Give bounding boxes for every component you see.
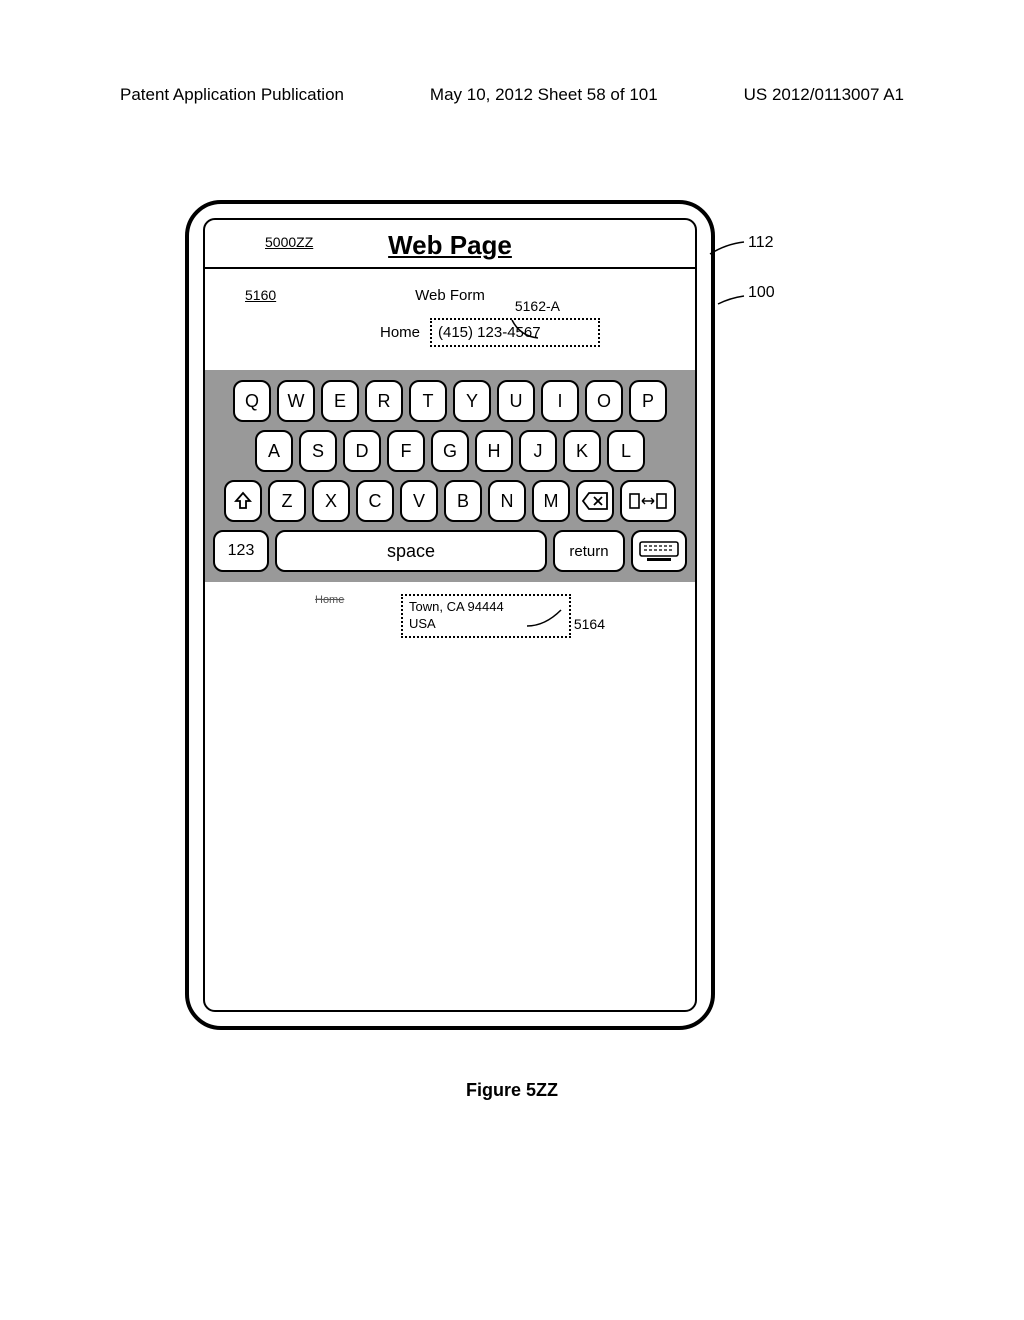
header-right: US 2012/0113007 A1 xyxy=(744,85,904,105)
key-y[interactable]: Y xyxy=(453,380,491,422)
split-keyboard-icon xyxy=(628,490,668,512)
keyboard-row-4: 123 space return xyxy=(213,530,687,572)
key-o[interactable]: O xyxy=(585,380,623,422)
page-title: Web Page xyxy=(388,230,512,260)
key-u[interactable]: U xyxy=(497,380,535,422)
device-ref-label: 100 xyxy=(748,284,775,302)
space-key[interactable]: space xyxy=(275,530,547,572)
key-f[interactable]: F xyxy=(387,430,425,472)
key-e[interactable]: E xyxy=(321,380,359,422)
keyboard-row-2: A S D F G H J K L xyxy=(213,430,687,472)
touchscreen: 5000ZZ Web Page 5160 Web Form 5162-A Hom… xyxy=(203,218,697,1012)
key-z[interactable]: Z xyxy=(268,480,306,522)
shift-icon xyxy=(232,490,254,512)
key-m[interactable]: M xyxy=(532,480,570,522)
web-form: 5160 Web Form 5162-A Home xyxy=(205,269,695,347)
backspace-icon xyxy=(581,491,609,511)
form-title: Web Form xyxy=(221,287,679,304)
shift-key[interactable] xyxy=(224,480,262,522)
key-l[interactable]: L xyxy=(607,430,645,472)
field-label-home-struck: Home xyxy=(315,594,344,606)
input-callout-label: 5162-A xyxy=(515,298,560,314)
figure-caption: Figure 5ZZ xyxy=(0,1080,1024,1101)
key-k[interactable]: K xyxy=(563,430,601,472)
key-g[interactable]: G xyxy=(431,430,469,472)
key-c[interactable]: C xyxy=(356,480,394,522)
below-keyboard-area: Home Town, CA 94444 USA xyxy=(205,600,695,638)
key-t[interactable]: T xyxy=(409,380,447,422)
split-keyboard-key[interactable] xyxy=(620,480,676,522)
key-x[interactable]: X xyxy=(312,480,350,522)
numeric-key[interactable]: 123 xyxy=(213,530,269,572)
hide-keyboard-key[interactable] xyxy=(631,530,687,572)
key-a[interactable]: A xyxy=(255,430,293,472)
key-j[interactable]: J xyxy=(519,430,557,472)
callout-leader-icon xyxy=(510,318,540,340)
key-s[interactable]: S xyxy=(299,430,337,472)
return-key[interactable]: return xyxy=(553,530,625,572)
device-frame: 5000ZZ Web Page 5160 Web Form 5162-A Hom… xyxy=(185,200,715,1030)
screen-ref-label: 5000ZZ xyxy=(265,234,313,250)
keyboard-row-1: Q W E R T Y U I O P xyxy=(213,380,687,422)
key-n[interactable]: N xyxy=(488,480,526,522)
form-ref-label: 5160 xyxy=(245,287,276,303)
key-w[interactable]: W xyxy=(277,380,315,422)
key-v[interactable]: V xyxy=(400,480,438,522)
field-label-home: Home xyxy=(300,324,430,341)
header-left: Patent Application Publication xyxy=(120,85,344,105)
keyboard-row-3: Z X C V B N M xyxy=(213,480,687,522)
callout-leader-icon xyxy=(708,240,746,258)
key-p[interactable]: P xyxy=(629,380,667,422)
hide-keyboard-icon xyxy=(637,539,681,563)
key-d[interactable]: D xyxy=(343,430,381,472)
key-i[interactable]: I xyxy=(541,380,579,422)
virtual-keyboard: Q W E R T Y U I O P A S D F G H J K L xyxy=(205,370,695,582)
hide-key-callout-label: 5164 xyxy=(574,616,605,632)
header-center: May 10, 2012 Sheet 58 of 101 xyxy=(430,85,658,105)
backspace-key[interactable] xyxy=(576,480,614,522)
page-header: Patent Application Publication May 10, 2… xyxy=(0,85,1024,105)
field-row-phone: Home xyxy=(221,318,679,347)
key-b[interactable]: B xyxy=(444,480,482,522)
key-q[interactable]: Q xyxy=(233,380,271,422)
key-r[interactable]: R xyxy=(365,380,403,422)
callout-leader-icon xyxy=(716,294,746,308)
key-h[interactable]: H xyxy=(475,430,513,472)
title-bar: 5000ZZ Web Page xyxy=(205,220,695,269)
callout-leader-icon xyxy=(525,606,565,630)
touchscreen-ref-label: 112 xyxy=(748,234,774,252)
